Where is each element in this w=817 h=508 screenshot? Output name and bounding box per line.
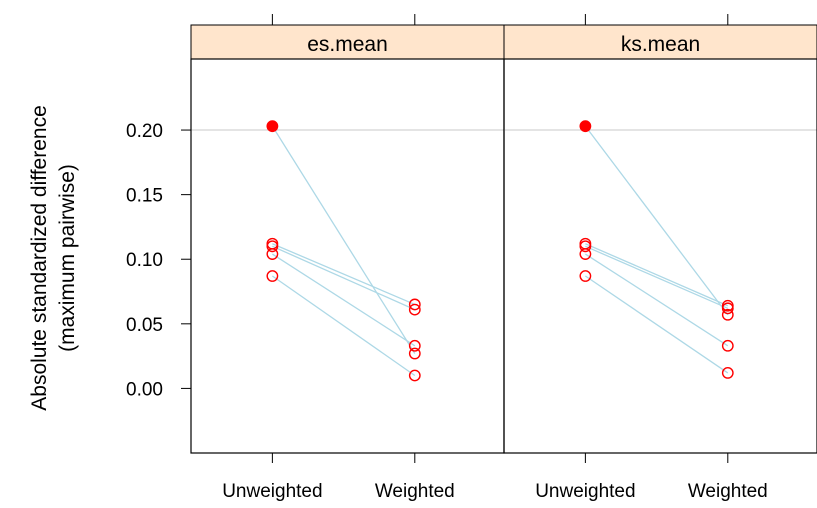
data-point-1-4-0 [579,270,592,282]
data-point-1-0-1 [721,308,734,321]
series-line-0-0 [271,125,416,354]
x-tick-label-1-1: Weighted [688,481,768,502]
data-point-0-2-0 [266,240,279,253]
panel-strip-1 [503,24,817,60]
y-tick-label-2: 0.10 [126,250,163,271]
series-line-1-1 [585,243,729,307]
panel-ks-mean: ks.mean Unweighted Weighted [503,14,817,502]
data-point-1-2-0 [579,240,592,253]
y-axis: 0.00 0.05 0.10 0.15 0.20 [126,121,191,400]
data-point-0-3-0 [266,248,279,260]
x-tick-label-1-0: Unweighted [535,481,635,502]
data-point-0-0-0 [266,120,279,133]
series-line-0-3 [272,253,416,347]
data-point-0-4-0 [266,270,279,282]
panels: es.mean Unweighted Weighted ks.mean Unweight… [190,14,817,502]
series-line-0-2 [272,245,416,311]
series-line-1-3 [585,253,729,347]
data-point-0-2-1 [408,303,421,316]
y-tick-label-1: 0.05 [126,315,163,336]
data-point-0-0-1 [408,347,421,360]
series-line-0-4 [272,275,416,377]
y-axis-title-line2: (maximum pairwise) [56,164,79,352]
y-tick-label-3: 0.15 [126,186,163,207]
series-line-1-4 [585,275,729,374]
data-point-1-3-1 [721,339,734,352]
series-line-1-0 [584,125,729,316]
data-point-0-1-1 [408,298,421,311]
series-line-0-1 [272,243,416,306]
data-point-1-3-0 [579,248,592,260]
data-point-1-0-0 [579,120,592,133]
x-tick-label-0-1: Weighted [375,481,455,502]
data-point-1-2-1 [721,302,734,315]
panel-title-1: ks.mean [621,33,700,56]
data-point-1-4-1 [721,367,734,379]
y-axis-title: Absolute standardized difference (maximu… [28,105,79,410]
series-line-1-2 [585,245,729,309]
y-tick-label-0: 0.00 [126,379,163,400]
panel-es-mean: es.mean Unweighted Weighted [190,14,505,502]
data-point-0-3-1 [408,339,421,352]
panel-title-0: es.mean [307,33,388,56]
panel-frame-1 [503,58,817,454]
panel-frame-0 [190,58,505,454]
data-point-0-4-1 [408,369,421,382]
y-axis-title-line1: Absolute standardized difference [28,105,51,410]
y-tick-label-4: 0.20 [126,121,163,142]
panel-strip-0 [190,24,505,60]
x-tick-label-0-0: Unweighted [222,481,322,502]
